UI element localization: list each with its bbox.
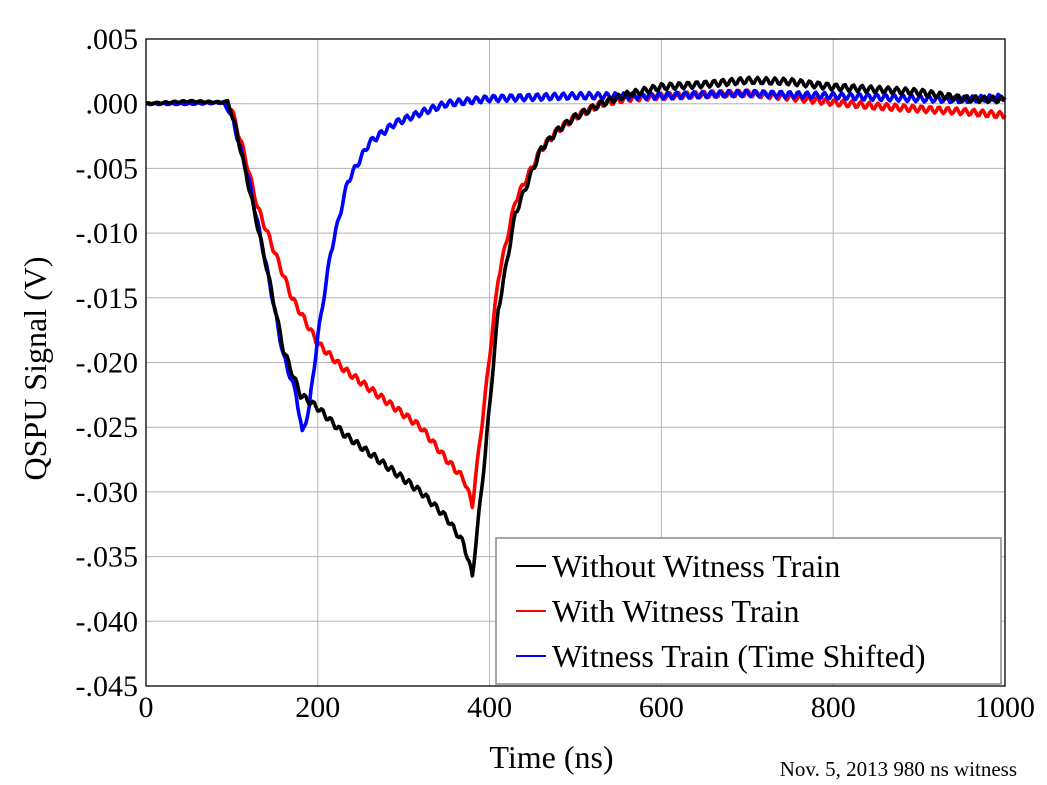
legend: Without Witness Train With Witness Train W… [495, 537, 1002, 685]
annotation: Nov. 5, 2013 980 ns witness [780, 757, 1017, 781]
x-tick-label: 0 [139, 691, 154, 724]
y-tick-label: -.040 [76, 605, 139, 638]
y-tick-label: -.045 [76, 670, 139, 703]
y-tick-label: -.025 [76, 411, 139, 444]
x-axis-label: Time (ns) [489, 739, 613, 775]
x-tick-label: 600 [639, 691, 684, 724]
x-tick-label: 400 [467, 691, 512, 724]
y-tick-label: .005 [86, 23, 139, 56]
legend-entry-0: Without Witness Train [552, 548, 840, 584]
y-tick-label: -.030 [76, 476, 139, 509]
y-tick-label: .000 [86, 88, 139, 121]
y-tick-labels: .005 .000 -.005 -.010 -.015 -.020 -.025 -.030 -.… [76, 23, 139, 703]
plot-frame [145, 38, 1006, 687]
x-tick-label: 1000 [975, 691, 1035, 724]
legend-entry-2: Witness Train (Time Shifted) [552, 638, 926, 674]
y-tick-label: -.010 [76, 217, 139, 250]
legend-box [495, 537, 1002, 685]
x-tick-label: 200 [295, 691, 340, 724]
series-group [145, 75, 1007, 578]
y-tick-label: -.035 [76, 541, 139, 574]
x-tick-labels: 0 200 400 600 800 1000 [139, 691, 1036, 724]
y-tick-label: -.005 [76, 152, 139, 185]
legend-entry-1: With Witness Train [552, 593, 800, 629]
series-line-0 [145, 75, 1006, 578]
y-axis-label: QSPU Signal (V) [17, 256, 53, 480]
series-line-2 [145, 88, 1007, 433]
y-tick-label: -.020 [76, 347, 139, 380]
y-tick-label: -.015 [76, 282, 139, 315]
x-tick-label: 800 [811, 691, 856, 724]
